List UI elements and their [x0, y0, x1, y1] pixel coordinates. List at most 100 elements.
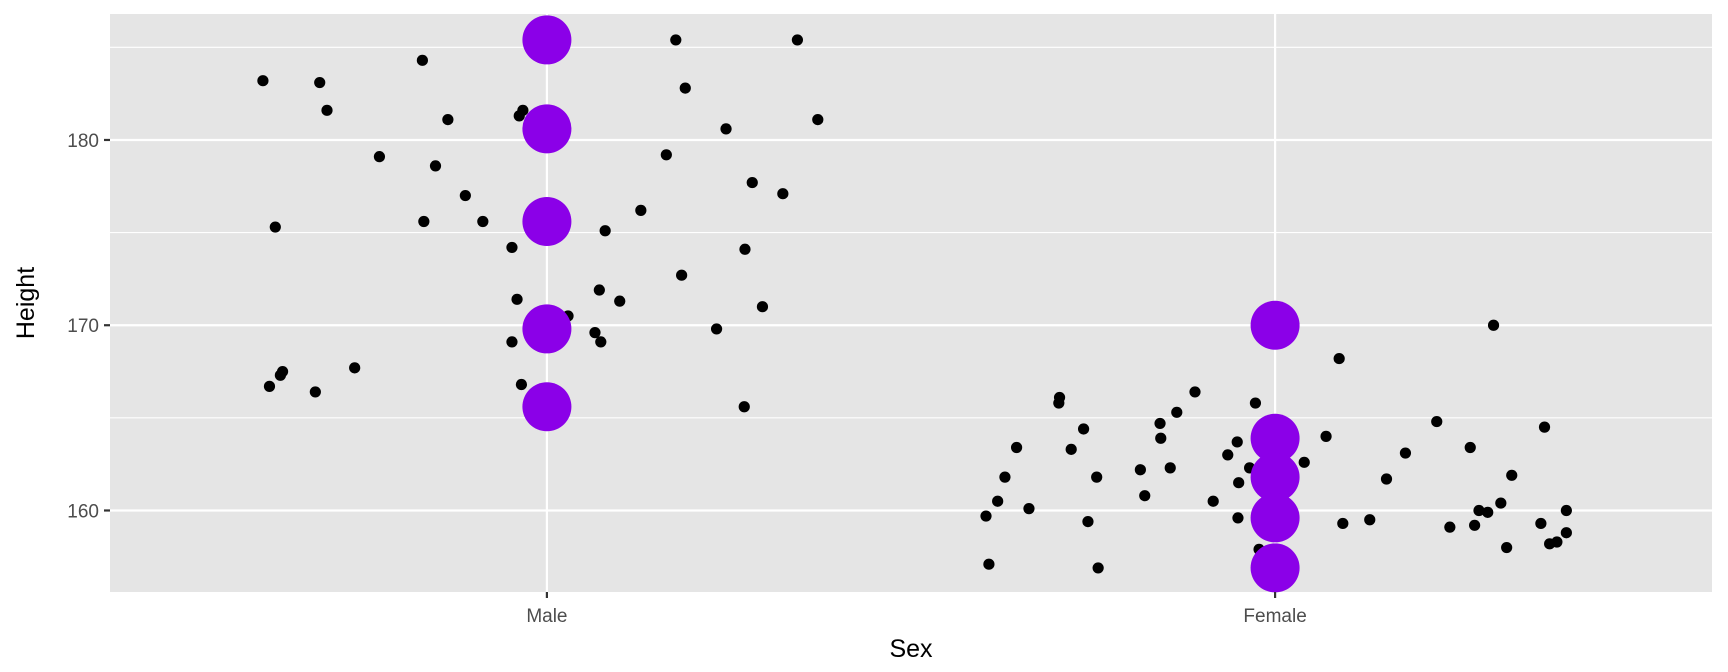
jitter-point	[1431, 415, 1443, 428]
jitter-point	[1154, 417, 1166, 430]
jitter-point	[477, 215, 489, 228]
highlight-point	[522, 304, 572, 354]
jitter-point	[1233, 477, 1245, 489]
jitter-point	[1092, 562, 1104, 574]
jitter-point	[1535, 517, 1547, 530]
jitter-point	[517, 104, 529, 116]
tick-labels: 160 170 180 Male Female	[67, 131, 1306, 627]
y-tick-label: 170	[67, 316, 99, 337]
jitter-point	[676, 269, 688, 281]
jitter-point	[720, 123, 732, 135]
jitter-point	[1551, 536, 1563, 548]
jitter-point	[791, 34, 804, 46]
minor-gridlines	[110, 46, 1712, 419]
jitter-point	[1380, 473, 1393, 485]
y-tick-label: 160	[67, 501, 99, 522]
jitter-point	[1065, 443, 1077, 455]
jitter-point	[660, 149, 672, 161]
x-axis-title: Sex	[889, 635, 933, 663]
jitter-point	[1077, 423, 1090, 435]
highlight-point	[522, 15, 572, 65]
jitter-point	[1399, 447, 1412, 459]
jitter-point	[314, 76, 326, 89]
jitter-point	[1023, 503, 1035, 515]
jitter-point	[506, 241, 518, 254]
jitter-point	[595, 336, 607, 348]
jitter-point	[635, 204, 647, 216]
y-tick-label: 180	[67, 131, 99, 152]
jitter-point	[1171, 406, 1183, 418]
highlight-point	[1250, 300, 1300, 350]
highlight-point	[1250, 493, 1300, 543]
jitter-point	[1053, 391, 1066, 404]
jitter-point	[710, 323, 723, 335]
jitter-point	[1320, 430, 1332, 442]
jitter-point	[1010, 441, 1023, 454]
jitter-point	[1444, 521, 1456, 533]
jitter-point	[263, 380, 276, 392]
jitter-point	[373, 151, 386, 163]
jitter-point	[1082, 516, 1094, 528]
jitter-point	[321, 104, 333, 116]
jitter-point	[1501, 541, 1513, 554]
jitter-point	[1560, 504, 1572, 517]
data-points	[257, 15, 1572, 593]
highlight-point	[522, 382, 572, 432]
jitter-point	[459, 189, 471, 202]
jitter-point	[1207, 495, 1219, 507]
jitter-point	[1091, 471, 1103, 483]
jitter-point	[777, 188, 789, 200]
jitter-point	[1249, 397, 1262, 409]
jitter-point	[269, 221, 281, 233]
jitter-point	[416, 54, 428, 66]
jitter-point	[1222, 449, 1234, 461]
jitter-point	[511, 293, 523, 305]
jitter-point	[670, 34, 682, 46]
jitter-point	[983, 558, 995, 570]
jitter-point	[739, 243, 751, 255]
jitter-point	[593, 284, 605, 296]
jitter-point	[309, 386, 321, 398]
highlight-point	[1250, 543, 1300, 593]
y-axis-title: Height	[12, 267, 40, 339]
jitter-point	[756, 301, 769, 313]
jitter-point	[276, 365, 289, 378]
jitter-point	[746, 176, 758, 189]
jitter-point	[1134, 464, 1146, 476]
jitter-point	[442, 113, 454, 126]
x-tick-label: Female	[1243, 606, 1306, 627]
jitter-point	[1298, 456, 1310, 468]
highlight-point	[1250, 413, 1300, 463]
jitter-point	[1495, 497, 1507, 509]
jitter-point	[418, 215, 430, 228]
jitter-point	[992, 495, 1004, 507]
jitter-point	[812, 113, 824, 126]
jitter-point	[257, 75, 269, 87]
axis-ticks	[104, 138, 1277, 598]
jitter-point	[999, 471, 1011, 483]
plot-panel	[110, 14, 1712, 592]
highlight-point	[522, 196, 572, 246]
jitter-point	[1464, 441, 1476, 454]
jitter-point	[1139, 490, 1151, 502]
jitter-point	[1333, 352, 1345, 365]
jitter-point	[1473, 504, 1485, 517]
jitter-point	[1231, 436, 1243, 448]
jitter-point	[349, 362, 361, 374]
jitter-point	[1155, 432, 1167, 444]
jitter-point	[614, 295, 626, 307]
jitter-point	[589, 327, 601, 339]
jitter-point	[515, 378, 528, 391]
jitter-point	[1560, 527, 1572, 539]
jitter-point	[1232, 512, 1244, 524]
jitter-point	[1482, 506, 1494, 518]
jitter-point	[1487, 319, 1500, 331]
jitter-point	[1364, 514, 1376, 526]
jitter-point	[980, 510, 992, 522]
jitter-point	[1506, 469, 1518, 481]
jitter-point	[1538, 421, 1551, 433]
jitter-point	[506, 336, 518, 348]
jitter-point	[599, 225, 611, 237]
jitter-point	[1469, 519, 1481, 531]
